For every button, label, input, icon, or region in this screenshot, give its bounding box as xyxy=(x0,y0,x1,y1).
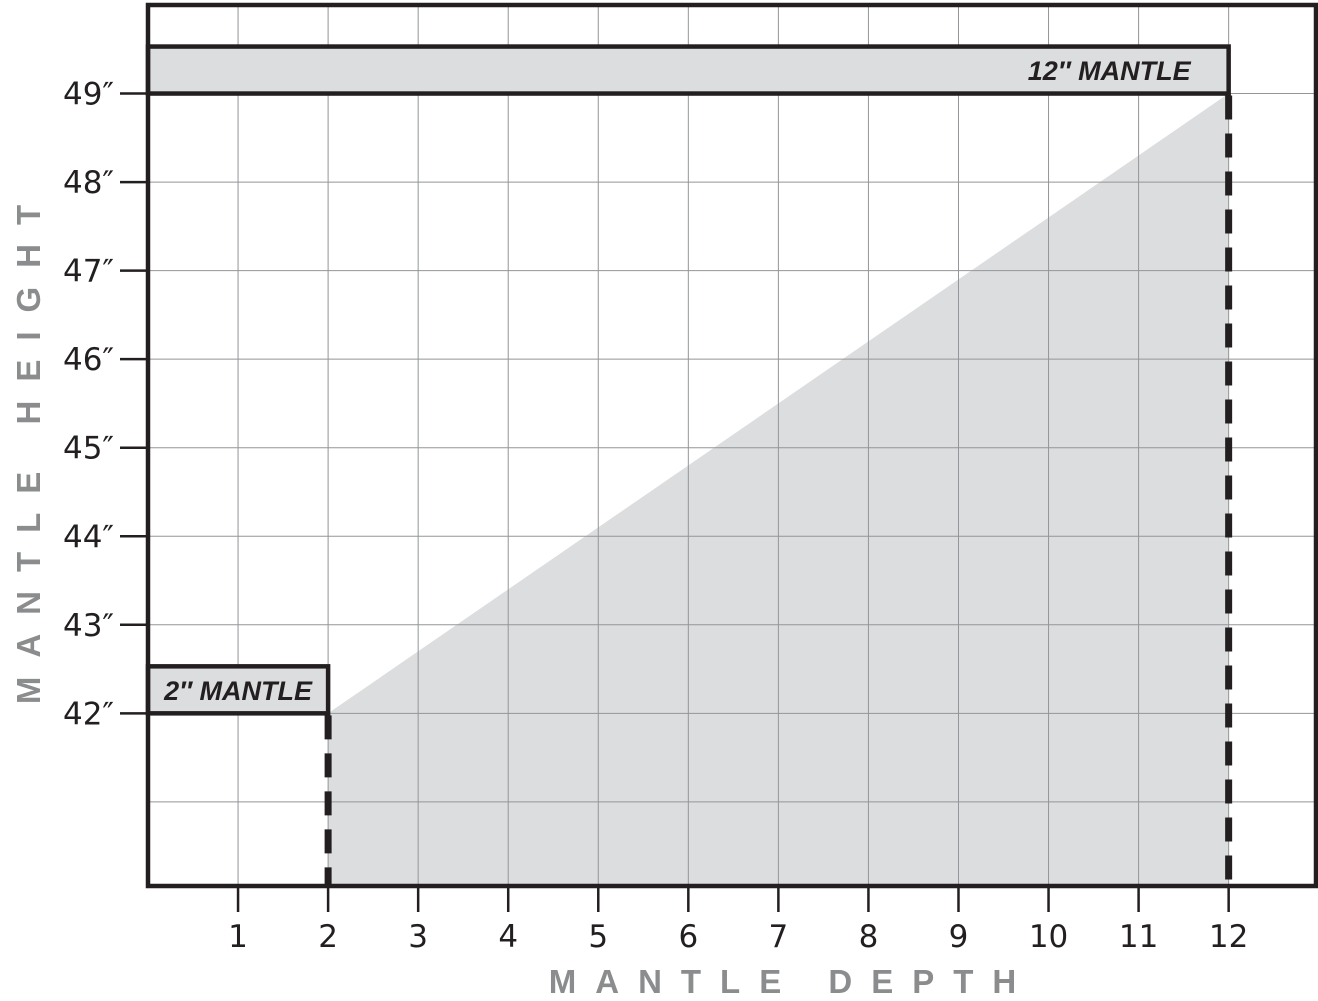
large-mantle-label: 12″ MANTLE xyxy=(1028,56,1192,86)
x-tick-label: 5 xyxy=(588,919,608,955)
small-mantle-label: 2″ MANTLE xyxy=(163,676,313,706)
x-tick-label: 12 xyxy=(1209,919,1248,955)
x-tick-label: 3 xyxy=(408,919,428,955)
x-tick-label: 11 xyxy=(1119,919,1158,955)
y-axis-title: MANTLE HEIGHT xyxy=(10,186,47,704)
x-tick-label: 4 xyxy=(498,919,518,955)
x-tick-label: 6 xyxy=(678,919,698,955)
x-tick-label: 10 xyxy=(1029,919,1068,955)
y-tick-label: 42″ xyxy=(63,696,114,732)
y-tick-label: 44″ xyxy=(63,519,114,555)
y-tick-label: 48″ xyxy=(63,165,114,201)
plot-frame xyxy=(145,2,1318,889)
label-layer: 2″ MANTLE 12″ MANTLE xyxy=(163,56,1192,706)
x-tick-label: 7 xyxy=(769,919,789,955)
y-tick-label: 49″ xyxy=(63,77,114,113)
x-tick-label: 1 xyxy=(228,919,248,955)
x-axis-title: MANTLE DEPTH xyxy=(549,963,1036,1000)
y-tick-label: 47″ xyxy=(63,254,114,290)
x-tick-label: 8 xyxy=(859,919,879,955)
y-tick-label: 46″ xyxy=(63,342,114,378)
y-tick-label: 43″ xyxy=(63,608,114,644)
x-tick-label: 2 xyxy=(318,919,338,955)
x-tick-label: 9 xyxy=(949,919,969,955)
y-tick-label: 45″ xyxy=(63,431,114,467)
